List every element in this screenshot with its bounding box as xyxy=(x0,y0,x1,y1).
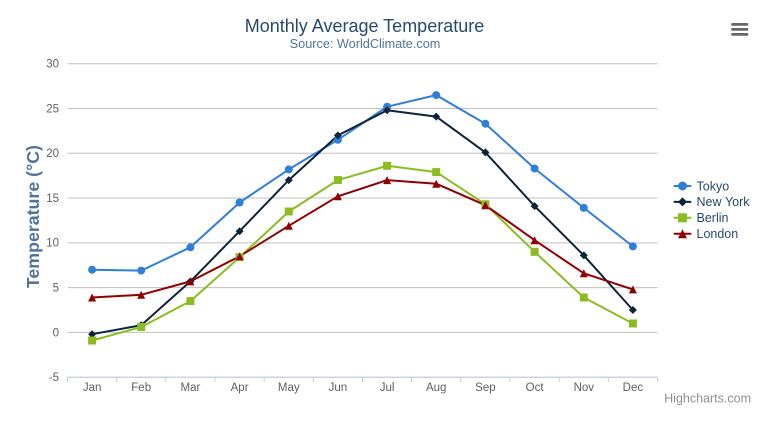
svg-text:Mar: Mar xyxy=(180,382,200,394)
svg-text:Feb: Feb xyxy=(131,382,151,394)
svg-text:Jul: Jul xyxy=(380,382,395,394)
svg-text:30: 30 xyxy=(46,59,59,71)
svg-text:20: 20 xyxy=(46,148,59,160)
svg-text:Jan: Jan xyxy=(83,382,102,394)
svg-text:May: May xyxy=(278,382,300,394)
svg-text:15: 15 xyxy=(46,193,59,205)
svg-text:Temperature (°C): Temperature (°C) xyxy=(23,145,43,288)
svg-text:New York: New York xyxy=(697,195,751,209)
svg-text:-5: -5 xyxy=(49,372,59,384)
svg-text:London: London xyxy=(697,227,739,241)
svg-text:0: 0 xyxy=(53,327,59,339)
svg-text:Apr: Apr xyxy=(231,382,249,394)
svg-text:Jun: Jun xyxy=(329,382,348,394)
svg-text:Dec: Dec xyxy=(623,382,644,394)
svg-text:Nov: Nov xyxy=(574,382,595,394)
svg-text:Aug: Aug xyxy=(426,382,446,394)
svg-text:Tokyo: Tokyo xyxy=(697,179,730,193)
svg-text:Source: WorldClimate.com: Source: WorldClimate.com xyxy=(290,37,441,51)
svg-text:5: 5 xyxy=(53,283,59,295)
svg-text:Oct: Oct xyxy=(526,382,545,394)
svg-text:Sep: Sep xyxy=(475,382,495,394)
svg-text:Berlin: Berlin xyxy=(697,211,729,225)
svg-text:25: 25 xyxy=(46,103,59,115)
svg-text:10: 10 xyxy=(46,238,59,250)
svg-text:Monthly Average Temperature: Monthly Average Temperature xyxy=(245,16,484,36)
svg-text:Highcharts.com: Highcharts.com xyxy=(664,392,751,406)
